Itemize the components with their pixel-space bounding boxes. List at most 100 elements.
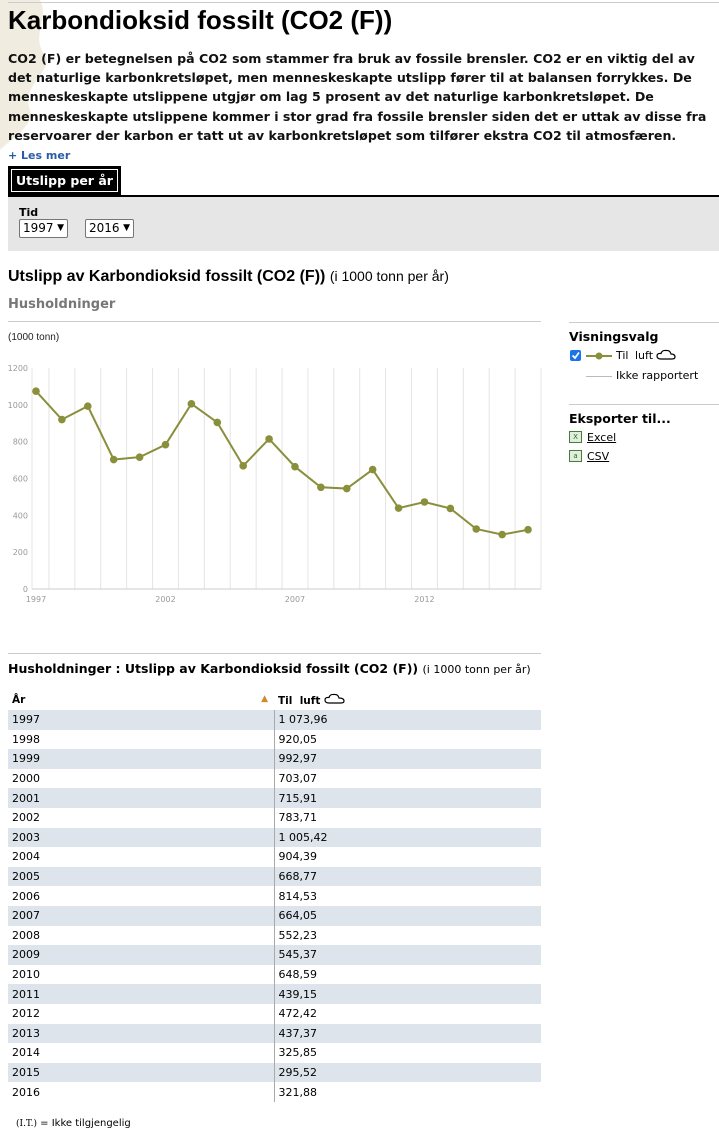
table-row: 2010 648,59 bbox=[8, 964, 541, 985]
year-cell: 2014 bbox=[12, 1046, 40, 1060]
not-reported-label: Ikke rapportert bbox=[616, 369, 699, 382]
background-map-decoration bbox=[0, 0, 47, 150]
emissions-line-chart: 0 200 400 600 800 1000 1200 1997 2002 2007 2012 bbox=[8, 364, 542, 604]
cloud-icon bbox=[324, 693, 345, 704]
table-row: 2003 1 005,42 bbox=[8, 827, 541, 848]
filter-label: Tid bbox=[19, 206, 39, 219]
time-filter: Tid 1997 ▼ 2016 ▼ bbox=[8, 197, 719, 251]
divider bbox=[8, 653, 541, 654]
table-row: 1997 1 073,96 bbox=[8, 710, 541, 730]
year-to-value: 2016 bbox=[89, 221, 120, 235]
x-tick-label: 2007 bbox=[285, 595, 305, 604]
year-cell: 2004 bbox=[12, 850, 40, 864]
data-point bbox=[239, 462, 247, 470]
table-row: 2004 904,39 bbox=[8, 847, 541, 867]
table-row: 2008 552,23 bbox=[8, 925, 541, 946]
value-cell: 437,37 bbox=[273, 1023, 541, 1044]
data-point bbox=[58, 415, 66, 424]
table-row: 2009 545,37 bbox=[8, 945, 541, 965]
sort-ascending-icon[interactable]: ▲ bbox=[261, 694, 268, 704]
value-cell: 325,85 bbox=[273, 1043, 541, 1063]
year-from-select[interactable]: 1997 ▼ bbox=[19, 219, 68, 238]
cloud-icon bbox=[656, 349, 676, 360]
value-cell: 814,53 bbox=[273, 886, 541, 906]
x-tick-label: 1997 bbox=[26, 595, 46, 604]
chart-title-text: Utslipp av Karbondioksid fossilt (CO2 (F… bbox=[8, 268, 326, 285]
value-cell: 783,71 bbox=[273, 807, 541, 828]
export-csv-link[interactable]: CSV bbox=[587, 450, 610, 463]
y-tick-label: 1200 bbox=[8, 364, 28, 373]
value-cell: 439,15 bbox=[273, 984, 541, 1004]
year-cell: 2009 bbox=[8, 945, 274, 965]
read-more-link[interactable]: + Les mer bbox=[8, 149, 71, 163]
value-cell: 992,97 bbox=[273, 749, 541, 769]
year-cell: 1997 bbox=[8, 710, 274, 730]
year-cell: 2001 bbox=[8, 788, 274, 808]
value-cell: 295,52 bbox=[273, 1062, 541, 1083]
value-cell: 545,37 bbox=[273, 945, 541, 965]
export-title: Eksporter til... bbox=[569, 411, 671, 426]
series-label-2: luft bbox=[635, 349, 654, 362]
chart-title: Utslipp av Karbondioksid fossilt (CO2 (F… bbox=[8, 268, 449, 286]
table-row: 2001 715,91 bbox=[8, 788, 541, 808]
x-tick-label: 2002 bbox=[155, 595, 175, 604]
export-excel-link[interactable]: Excel bbox=[587, 431, 617, 444]
year-cell: 2005 bbox=[8, 866, 274, 887]
data-point bbox=[291, 462, 299, 471]
year-cell: 2011 bbox=[8, 984, 274, 1004]
data-point bbox=[109, 455, 118, 464]
series-checkbox[interactable] bbox=[570, 350, 581, 361]
chevron-down-icon: ▼ bbox=[57, 223, 64, 233]
data-point bbox=[161, 440, 170, 449]
table-row: 2014 325,85 bbox=[8, 1043, 541, 1063]
tab-label: Utslipp per år bbox=[11, 169, 118, 192]
y-tick-label: 400 bbox=[13, 511, 28, 520]
data-point bbox=[187, 400, 196, 408]
year-cell: 2006 bbox=[12, 889, 40, 903]
year-cell: 2016 bbox=[12, 1085, 40, 1099]
table-title: Husholdninger : Utslipp av Karbondioksid… bbox=[8, 661, 531, 676]
data-point bbox=[135, 453, 144, 461]
x-tick-label: 2012 bbox=[414, 595, 434, 604]
csv-icon: a bbox=[569, 450, 582, 462]
y-axis-label: (1000 tonn) bbox=[8, 332, 60, 343]
series-legend-item[interactable]: Til luft bbox=[569, 348, 719, 364]
data-point bbox=[394, 504, 403, 512]
data-point bbox=[342, 484, 351, 493]
table-title-unit: (i 1000 tonn per år) bbox=[422, 663, 531, 676]
footnote-abbr: (I.T.) bbox=[16, 1119, 37, 1129]
data-point bbox=[420, 498, 429, 506]
value-cell: 552,23 bbox=[273, 925, 541, 946]
y-tick-label: 800 bbox=[13, 438, 28, 447]
data-point bbox=[472, 525, 481, 533]
table-title-text: Husholdninger : Utslipp av Karbondioksid… bbox=[8, 661, 419, 676]
footnote-text: = Ikke tilgjengelig bbox=[40, 1118, 131, 1129]
tab-utslipp-per-ar[interactable]: Utslipp per år bbox=[8, 166, 121, 195]
value-cell: 648,59 bbox=[273, 964, 541, 985]
table-row: 1998 920,05 bbox=[8, 729, 541, 750]
page-title: Karbondioksid fossilt (CO2 (F)) bbox=[8, 5, 393, 35]
table-row: 2005 668,77 bbox=[8, 866, 541, 887]
value-cell: 1 005,42 bbox=[273, 827, 541, 848]
column-header-year[interactable]: År ▲ bbox=[8, 690, 274, 710]
chart-title-unit: (i 1000 tonn per år) bbox=[329, 268, 449, 284]
year-cell: 2002 bbox=[12, 811, 40, 825]
data-point bbox=[524, 525, 532, 534]
year-cell: 2012 bbox=[12, 1007, 40, 1021]
data-point bbox=[317, 483, 325, 492]
table-row: 2002 783,71 bbox=[8, 807, 541, 828]
table-row: 2006 814,53 bbox=[8, 886, 541, 906]
data-point bbox=[265, 435, 273, 443]
data-table: År ▲ Til luft 1997 1 073,96 1998 920,05 1999… bbox=[8, 690, 541, 1102]
data-point bbox=[498, 530, 506, 539]
table-row: 2015 295,52 bbox=[8, 1062, 541, 1083]
year-cell: 2015 bbox=[8, 1062, 274, 1083]
y-tick-label: 200 bbox=[13, 548, 28, 557]
not-reported-swatch bbox=[586, 376, 612, 377]
col-year-label: År bbox=[12, 694, 26, 706]
year-to-select[interactable]: 2016 ▼ bbox=[85, 219, 134, 238]
column-header-value[interactable]: Til luft bbox=[274, 690, 541, 710]
series-marker-swatch bbox=[595, 352, 603, 360]
year-from-value: 1997 bbox=[23, 221, 54, 235]
table-row: 2013 437,37 bbox=[8, 1023, 541, 1044]
